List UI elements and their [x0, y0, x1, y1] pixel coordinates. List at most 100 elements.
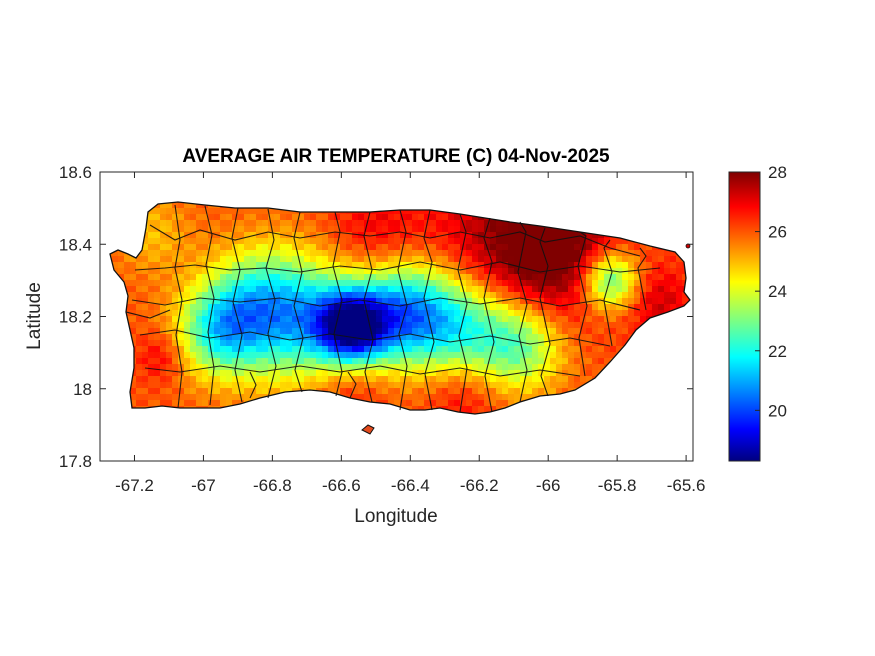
heat-cell [148, 286, 155, 293]
heat-cell [250, 358, 257, 365]
heat-cell [658, 286, 665, 293]
heat-cell [208, 352, 215, 359]
heat-cell [262, 286, 269, 293]
heat-cell [226, 262, 233, 269]
heat-cell [412, 346, 419, 353]
heat-cell [172, 220, 179, 227]
heat-cell [238, 304, 245, 311]
heat-cell [292, 220, 299, 227]
heat-cell [406, 322, 413, 329]
heat-cell [454, 256, 461, 263]
heat-cell [652, 256, 659, 263]
heat-cell [472, 340, 479, 347]
heat-cell [556, 286, 563, 293]
heat-cell [388, 238, 395, 245]
heat-cell [220, 394, 227, 401]
heat-cell [526, 328, 533, 335]
heat-cell [448, 292, 455, 299]
heat-cell [142, 286, 149, 293]
heat-cell [178, 208, 185, 215]
heat-cell [514, 232, 521, 239]
heat-cell [406, 298, 413, 305]
heat-cell [142, 388, 149, 395]
heat-cell [562, 334, 569, 341]
heat-cell [358, 298, 365, 305]
heat-cell [196, 376, 203, 383]
heat-cell [322, 358, 329, 365]
heat-cell [256, 256, 263, 263]
heat-cell [130, 322, 137, 329]
heat-cell [220, 334, 227, 341]
heat-cell [586, 268, 593, 275]
heat-cell [154, 310, 161, 317]
heat-cell [418, 376, 425, 383]
heat-cell [298, 298, 305, 305]
heat-cell [352, 394, 359, 401]
heat-cell [646, 286, 653, 293]
x-axis-ticks: -67.2 -67 -66.8 -66.6 -66.4 -66.2 -66 -65.8 -65.… [115, 172, 705, 495]
heat-cell [574, 268, 581, 275]
heat-cell [292, 352, 299, 359]
heat-cell [610, 292, 617, 299]
heat-cell [232, 394, 239, 401]
heat-cell [568, 340, 575, 347]
heat-cell [304, 226, 311, 233]
heat-cell [424, 322, 431, 329]
heat-cell [556, 298, 563, 305]
heat-cell [502, 388, 509, 395]
heat-cell [448, 322, 455, 329]
heat-cell [418, 352, 425, 359]
heat-cell [490, 286, 497, 293]
heat-cell [406, 238, 413, 245]
heat-cell [406, 232, 413, 239]
heat-cell [472, 214, 479, 221]
heat-cell [316, 238, 323, 245]
heat-cell [460, 364, 467, 371]
heat-cell [580, 256, 587, 263]
heat-cell [238, 226, 245, 233]
heat-cell [502, 376, 509, 383]
heat-cell [352, 316, 359, 323]
heat-cell [466, 304, 473, 311]
heat-cell [502, 310, 509, 317]
heat-cell [610, 298, 617, 305]
heat-cell [406, 400, 413, 407]
heat-cell [298, 220, 305, 227]
heat-cell [352, 298, 359, 305]
heat-cell [292, 340, 299, 347]
heat-cell [328, 364, 335, 371]
heat-cell [280, 268, 287, 275]
heat-cell [592, 304, 599, 311]
heat-cell [400, 370, 407, 377]
heat-cell [202, 382, 209, 389]
heat-cell [190, 376, 197, 383]
heat-cell [454, 394, 461, 401]
heat-cell [178, 232, 185, 239]
heat-cell [160, 256, 167, 263]
heat-cell [184, 226, 191, 233]
heat-cell [490, 388, 497, 395]
heat-cell [622, 340, 629, 347]
heat-cell [262, 358, 269, 365]
heat-cell [298, 376, 305, 383]
heat-cell [190, 256, 197, 263]
heat-cell [430, 208, 437, 215]
heat-cell [316, 214, 323, 221]
heat-cell [406, 304, 413, 311]
heat-cell [604, 250, 611, 257]
heat-cell [250, 394, 257, 401]
heat-cell [460, 262, 467, 269]
heat-cell [550, 382, 557, 389]
heat-cell [556, 244, 563, 251]
heat-cell [286, 370, 293, 377]
heat-cell [340, 274, 347, 281]
heat-cell [244, 292, 251, 299]
heat-cell [328, 340, 335, 347]
heat-cell [616, 346, 623, 353]
heat-cell [208, 292, 215, 299]
heat-cell [430, 400, 437, 407]
heat-cell [214, 244, 221, 251]
heat-cell [142, 262, 149, 269]
heat-cell [406, 280, 413, 287]
heat-cell [268, 358, 275, 365]
